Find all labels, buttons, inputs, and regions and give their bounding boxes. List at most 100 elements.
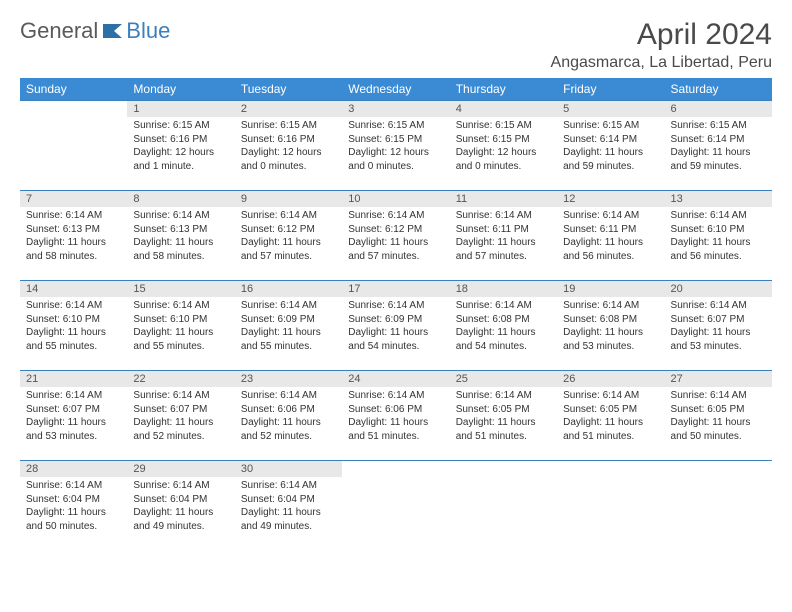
header: General Blue April 2024 Angasmarca, La L… — [20, 18, 772, 72]
daylight-line: Daylight: 11 hours and 52 minutes. — [241, 416, 336, 443]
daylight-line: Daylight: 11 hours and 55 minutes. — [133, 326, 228, 353]
calendar-day-cell: 14Sunrise: 6:14 AMSunset: 6:10 PMDayligh… — [20, 281, 127, 371]
sunset-line: Sunset: 6:12 PM — [241, 223, 336, 237]
day-details: Sunrise: 6:14 AMSunset: 6:11 PMDaylight:… — [450, 207, 557, 269]
day-number: 29 — [127, 461, 234, 477]
calendar-day-cell: 27Sunrise: 6:14 AMSunset: 6:05 PMDayligh… — [665, 371, 772, 461]
sunset-line: Sunset: 6:16 PM — [133, 133, 228, 147]
sunrise-line: Sunrise: 6:14 AM — [241, 209, 336, 223]
calendar-week-row: 1Sunrise: 6:15 AMSunset: 6:16 PMDaylight… — [20, 101, 772, 191]
daylight-line: Daylight: 11 hours and 50 minutes. — [26, 506, 121, 533]
day-details: Sunrise: 6:15 AMSunset: 6:14 PMDaylight:… — [665, 117, 772, 179]
sunrise-line: Sunrise: 6:14 AM — [456, 389, 551, 403]
daylight-line: Daylight: 11 hours and 57 minutes. — [456, 236, 551, 263]
calendar-day-cell: 20Sunrise: 6:14 AMSunset: 6:07 PMDayligh… — [665, 281, 772, 371]
sunrise-line: Sunrise: 6:15 AM — [671, 119, 766, 133]
day-number: 24 — [342, 371, 449, 387]
sunset-line: Sunset: 6:10 PM — [26, 313, 121, 327]
day-details: Sunrise: 6:14 AMSunset: 6:13 PMDaylight:… — [20, 207, 127, 269]
sunset-line: Sunset: 6:04 PM — [26, 493, 121, 507]
calendar-day-cell: 9Sunrise: 6:14 AMSunset: 6:12 PMDaylight… — [235, 191, 342, 281]
calendar-day-cell: 8Sunrise: 6:14 AMSunset: 6:13 PMDaylight… — [127, 191, 234, 281]
calendar-day-cell: 25Sunrise: 6:14 AMSunset: 6:05 PMDayligh… — [450, 371, 557, 461]
daylight-line: Daylight: 12 hours and 0 minutes. — [348, 146, 443, 173]
sunrise-line: Sunrise: 6:15 AM — [456, 119, 551, 133]
calendar-day-cell: 29Sunrise: 6:14 AMSunset: 6:04 PMDayligh… — [127, 461, 234, 551]
sunset-line: Sunset: 6:10 PM — [133, 313, 228, 327]
day-details: Sunrise: 6:14 AMSunset: 6:05 PMDaylight:… — [450, 387, 557, 449]
month-title: April 2024 — [551, 18, 772, 52]
day-details: Sunrise: 6:14 AMSunset: 6:12 PMDaylight:… — [342, 207, 449, 269]
sunset-line: Sunset: 6:15 PM — [456, 133, 551, 147]
day-details: Sunrise: 6:14 AMSunset: 6:08 PMDaylight:… — [557, 297, 664, 359]
calendar-day-cell: 24Sunrise: 6:14 AMSunset: 6:06 PMDayligh… — [342, 371, 449, 461]
daylight-line: Daylight: 12 hours and 1 minute. — [133, 146, 228, 173]
sunrise-line: Sunrise: 6:14 AM — [133, 299, 228, 313]
daylight-line: Daylight: 11 hours and 52 minutes. — [133, 416, 228, 443]
daylight-line: Daylight: 11 hours and 51 minutes. — [563, 416, 658, 443]
calendar-week-row: 14Sunrise: 6:14 AMSunset: 6:10 PMDayligh… — [20, 281, 772, 371]
day-number: 25 — [450, 371, 557, 387]
weekday-header: Thursday — [450, 78, 557, 101]
sunrise-line: Sunrise: 6:15 AM — [348, 119, 443, 133]
calendar-table: SundayMondayTuesdayWednesdayThursdayFrid… — [20, 78, 772, 551]
sunset-line: Sunset: 6:06 PM — [241, 403, 336, 417]
daylight-line: Daylight: 11 hours and 51 minutes. — [348, 416, 443, 443]
sunrise-line: Sunrise: 6:14 AM — [563, 209, 658, 223]
day-number: 11 — [450, 191, 557, 207]
daylight-line: Daylight: 11 hours and 59 minutes. — [671, 146, 766, 173]
daylight-line: Daylight: 11 hours and 55 minutes. — [241, 326, 336, 353]
day-number: 20 — [665, 281, 772, 297]
sunrise-line: Sunrise: 6:14 AM — [671, 299, 766, 313]
sunrise-line: Sunrise: 6:14 AM — [133, 389, 228, 403]
daylight-line: Daylight: 11 hours and 56 minutes. — [563, 236, 658, 263]
day-number: 9 — [235, 191, 342, 207]
sunset-line: Sunset: 6:07 PM — [26, 403, 121, 417]
sunset-line: Sunset: 6:09 PM — [241, 313, 336, 327]
calendar-day-cell: 15 Sunrise: 6:14 AMSunset: 6:10 PMDayligh… — [127, 281, 234, 371]
calendar-day-cell: 10Sunrise: 6:14 AMSunset: 6:12 PMDayligh… — [342, 191, 449, 281]
sunrise-line: Sunrise: 6:14 AM — [671, 389, 766, 403]
logo: General Blue — [20, 18, 170, 44]
day-details: Sunrise: 6:14 AMSunset: 6:06 PMDaylight:… — [235, 387, 342, 449]
calendar-header-row: SundayMondayTuesdayWednesdayThursdayFrid… — [20, 78, 772, 101]
day-number: 15 — [127, 281, 234, 297]
calendar-week-row: 21Sunrise: 6:14 AMSunset: 6:07 PMDayligh… — [20, 371, 772, 461]
calendar-day-cell: 1Sunrise: 6:15 AMSunset: 6:16 PMDaylight… — [127, 101, 234, 191]
day-number: 28 — [20, 461, 127, 477]
day-details: Sunrise: 6:15 AMSunset: 6:15 PMDaylight:… — [342, 117, 449, 179]
sunrise-line: Sunrise: 6:14 AM — [671, 209, 766, 223]
day-details: Sunrise: 6:14 AMSunset: 6:10 PMDaylight:… — [20, 297, 127, 359]
calendar-day-cell: 4Sunrise: 6:15 AMSunset: 6:15 PMDaylight… — [450, 101, 557, 191]
calendar-week-row: 7Sunrise: 6:14 AMSunset: 6:13 PMDaylight… — [20, 191, 772, 281]
sunset-line: Sunset: 6:14 PM — [671, 133, 766, 147]
daylight-line: Daylight: 11 hours and 58 minutes. — [133, 236, 228, 263]
day-number: 19 — [557, 281, 664, 297]
day-number: 21 — [20, 371, 127, 387]
calendar-week-row: 28Sunrise: 6:14 AMSunset: 6:04 PMDayligh… — [20, 461, 772, 551]
daylight-line: Daylight: 11 hours and 53 minutes. — [26, 416, 121, 443]
day-number: 22 — [127, 371, 234, 387]
sunrise-line: Sunrise: 6:14 AM — [563, 389, 658, 403]
sunrise-line: Sunrise: 6:14 AM — [563, 299, 658, 313]
day-number: 26 — [557, 371, 664, 387]
sunrise-line: Sunrise: 6:14 AM — [26, 209, 121, 223]
day-number: 13 — [665, 191, 772, 207]
day-details: Sunrise: 6:14 AMSunset: 6:05 PMDaylight:… — [557, 387, 664, 449]
sunset-line: Sunset: 6:05 PM — [456, 403, 551, 417]
sunset-line: Sunset: 6:07 PM — [671, 313, 766, 327]
day-details: Sunrise: 6:14 AMSunset: 6:12 PMDaylight:… — [235, 207, 342, 269]
sunrise-line: Sunrise: 6:14 AM — [241, 479, 336, 493]
calendar-day-cell: 22Sunrise: 6:14 AMSunset: 6:07 PMDayligh… — [127, 371, 234, 461]
calendar-empty-cell — [450, 461, 557, 551]
sunset-line: Sunset: 6:04 PM — [241, 493, 336, 507]
day-number: 2 — [235, 101, 342, 117]
calendar-day-cell: 5Sunrise: 6:15 AMSunset: 6:14 PMDaylight… — [557, 101, 664, 191]
daylight-line: Daylight: 11 hours and 55 minutes. — [26, 326, 121, 353]
daylight-line: Daylight: 11 hours and 56 minutes. — [671, 236, 766, 263]
calendar-empty-cell — [342, 461, 449, 551]
day-number: 27 — [665, 371, 772, 387]
daylight-line: Daylight: 11 hours and 54 minutes. — [456, 326, 551, 353]
weekday-header: Friday — [557, 78, 664, 101]
day-number: 8 — [127, 191, 234, 207]
